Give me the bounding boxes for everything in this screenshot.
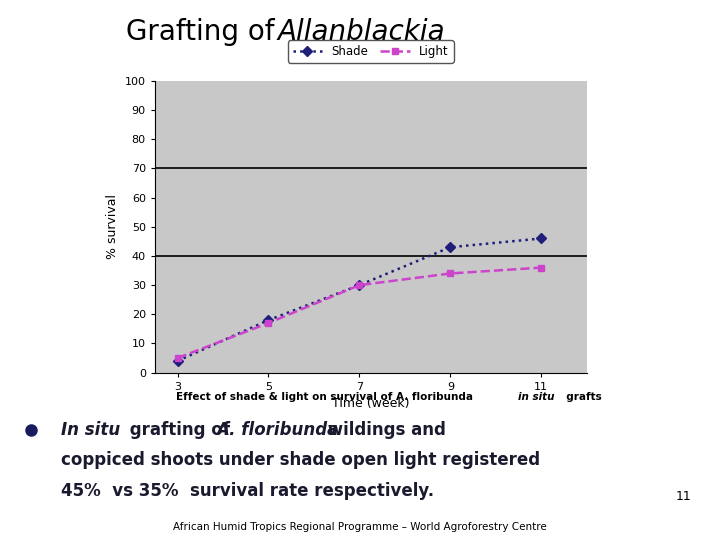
Shade [174,357,182,364]
Text: Allanblackia: Allanblackia [277,18,445,46]
Shade [355,282,364,288]
Text: grafting of: grafting of [124,421,235,439]
Text: grafts: grafts [559,392,601,402]
Light [355,282,364,288]
Text: 45%  vs 35%  survival rate respectively.: 45% vs 35% survival rate respectively. [60,482,434,500]
Light [264,320,273,326]
Text: coppiced shoots under shade open light registered: coppiced shoots under shade open light r… [60,451,540,469]
Line: Light: Light [174,264,545,361]
Y-axis label: % survival: % survival [107,194,120,259]
X-axis label: Time (week): Time (week) [332,397,410,410]
Text: Effect of shade & light on survival of A. floribunda: Effect of shade & light on survival of A… [176,392,477,402]
Legend: Shade, Light: Shade, Light [288,40,454,63]
Light [446,270,455,276]
Shade [446,244,455,251]
Text: wildings and: wildings and [323,421,446,439]
Light [174,355,182,361]
Shade [537,235,546,242]
Text: African Humid Tropics Regional Programme – World Agroforestry Centre: African Humid Tropics Regional Programme… [173,522,547,531]
Light [537,265,546,271]
Shade [264,317,273,323]
Text: Grafting of: Grafting of [126,18,284,46]
Text: in situ: in situ [518,392,555,402]
Text: In situ: In situ [60,421,120,439]
Text: A. floribunda: A. floribunda [217,421,339,439]
Line: Shade: Shade [174,235,545,364]
Text: 11: 11 [675,490,691,503]
